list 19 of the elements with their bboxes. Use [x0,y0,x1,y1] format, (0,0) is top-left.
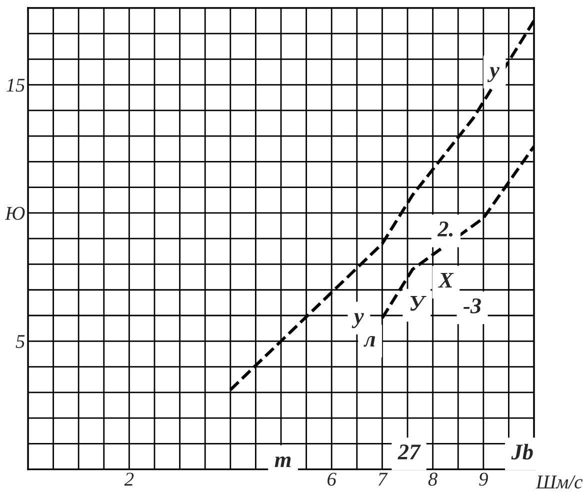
annotation: у [487,67,500,82]
annotation: л [364,336,376,347]
x-tick-label: 7 [378,472,388,486]
annotation: У [410,296,426,311]
x-tick-label: 8 [428,472,438,486]
x-tick-label: 2 [124,472,134,486]
x-tick-label: 9 [479,472,488,486]
annotation: X [438,272,454,288]
x-axis-title: Шм/с [536,476,582,489]
annotation: y [352,313,364,328]
annotation: 2. [437,222,453,237]
annotation: -3 [464,298,481,314]
y-tick-label: 15 [6,78,25,92]
x-tick-label: 6 [328,472,336,486]
y-tick-label: Ю [4,206,25,220]
annotation: m [274,456,291,467]
annotation: Jb [511,444,533,460]
y-tick-label: 5 [16,335,25,348]
annotation: 27 [398,444,421,460]
